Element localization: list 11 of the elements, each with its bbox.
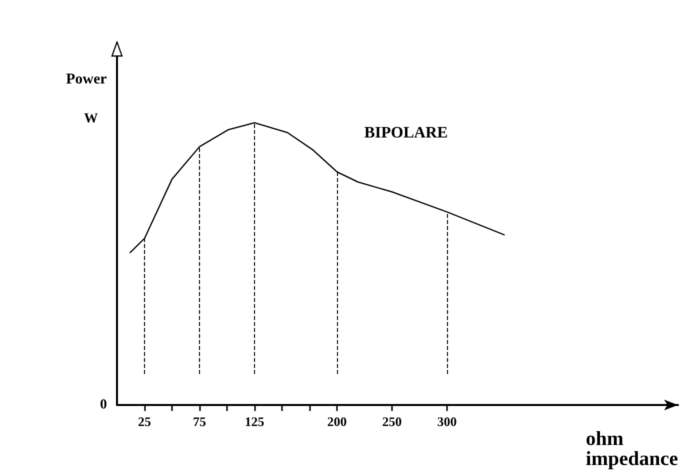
text: BIPOLARE xyxy=(364,124,448,142)
x-tick-label: 75 xyxy=(193,414,206,429)
y-axis-title: Power xyxy=(66,72,108,88)
text: 0 xyxy=(100,398,107,412)
x-tick-label: 200 xyxy=(327,414,347,429)
x-tick-label: 300 xyxy=(437,414,457,429)
x-tick-label: 125 xyxy=(244,414,265,429)
x-tick-label: 250 xyxy=(382,414,402,429)
x-axis-title: ohm impedance xyxy=(586,428,678,470)
text: W xyxy=(84,112,98,126)
x-tick-label: 25 xyxy=(138,414,152,429)
